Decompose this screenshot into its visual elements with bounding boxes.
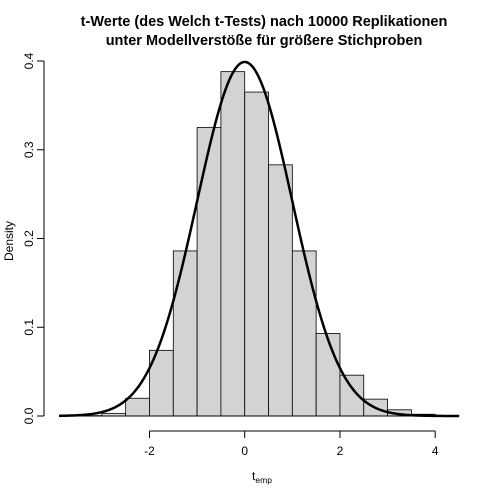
histogram-bars xyxy=(77,71,460,417)
x-tick-label: 0 xyxy=(241,444,248,458)
y-tick-label: 0.1 xyxy=(22,319,36,336)
histogram-bar xyxy=(268,164,293,417)
x-tick-label: 2 xyxy=(337,444,344,458)
chart-title-line-2: unter Modellverstöße für größere Stichpr… xyxy=(106,33,423,49)
chart-title-line-1: t-Werte (des Welch t-Tests) nach 10000 R… xyxy=(81,14,448,30)
y-tick-label: 0.2 xyxy=(22,230,36,247)
x-axis-label-sub: emp xyxy=(255,475,272,485)
x-axis-label-main: t xyxy=(252,469,256,483)
histogram-bar xyxy=(291,250,317,417)
histogram-bar xyxy=(172,250,198,417)
y-axis: 0.0 0.1 0.2 0.3 0.4 xyxy=(22,52,45,424)
histogram-bar xyxy=(125,397,150,417)
histogram-bar xyxy=(315,333,341,417)
y-tick-label: 0.4 xyxy=(22,52,36,69)
y-tick-label: 0.0 xyxy=(22,407,36,424)
x-tick-label: -2 xyxy=(144,444,155,458)
y-axis-label: Density xyxy=(2,221,16,261)
x-axis: -2 0 2 4 xyxy=(144,430,439,458)
histogram-bar xyxy=(196,127,222,417)
histogram-bar xyxy=(244,91,269,417)
title: t-Werte (des Welch t-Tests) nach 10000 R… xyxy=(81,14,448,49)
x-tick-label: 4 xyxy=(432,444,439,458)
histogram-bar xyxy=(220,71,246,417)
density-curve xyxy=(58,60,460,418)
x-axis-label: temp xyxy=(252,469,272,485)
y-tick-label: 0.3 xyxy=(22,141,36,158)
